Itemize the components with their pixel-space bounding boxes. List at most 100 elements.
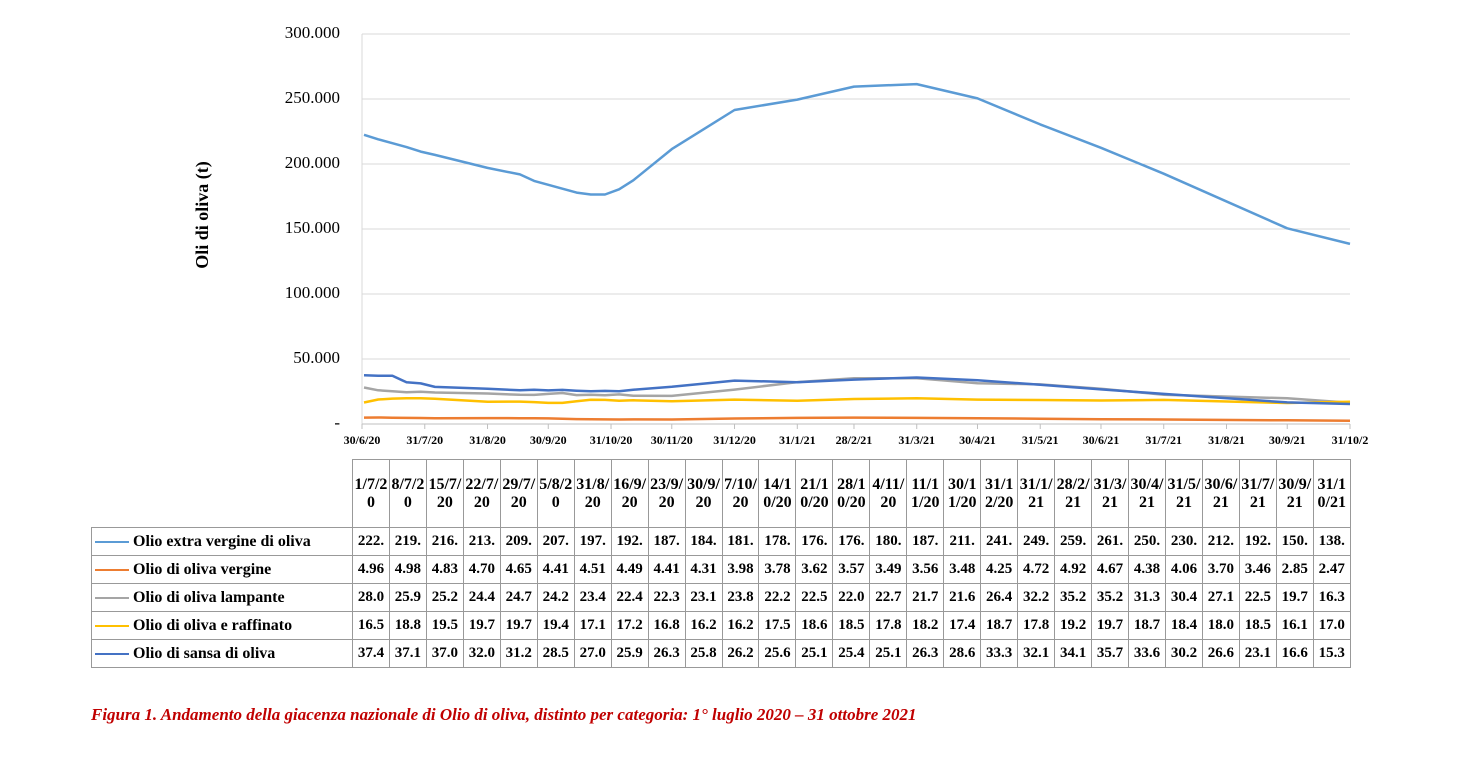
column-header: 31/7/21: [1238, 459, 1277, 528]
table-value: 192.: [610, 527, 649, 556]
series-line: [363, 374, 1351, 406]
table-value: 16.1: [1275, 611, 1314, 640]
table-value: 17.1: [573, 611, 612, 640]
x-tick-label: 30/9/21: [1269, 433, 1306, 447]
table-value: 37.4: [352, 639, 390, 668]
column-header: 30/9/20: [684, 459, 723, 528]
series-line: [363, 82, 1351, 246]
table-value: 18.6: [795, 611, 834, 640]
table-value: 4.41: [536, 555, 575, 584]
table-value: 4.67: [1091, 555, 1130, 584]
chart: Oli di oliva (t) - 50.000 100.000 150.000 20…: [192, 23, 1369, 447]
table-value: 4.92: [1054, 555, 1093, 584]
table-value: 21.6: [943, 583, 982, 612]
table-value: 17.8: [1017, 611, 1056, 640]
table-value: 4.83: [425, 555, 464, 584]
x-tick-label: 31/3/21: [898, 433, 935, 447]
table-value: 22.4: [610, 583, 649, 612]
table-value: 22.3: [647, 583, 686, 612]
legend-label: Olio di sansa di oliva: [133, 644, 276, 662]
table-value: 28.5: [536, 639, 575, 668]
column-header: 23/9/20: [647, 459, 686, 528]
column-header: 30/11/20: [943, 459, 982, 528]
y-axis-title: Oli di oliva (t): [192, 161, 213, 269]
table-value: 27.0: [573, 639, 612, 668]
table-value: 241.: [980, 527, 1019, 556]
series-line: [363, 397, 1351, 405]
table-value: 24.7: [499, 583, 538, 612]
table-value: 23.1: [1238, 639, 1277, 668]
table-value: 28.0: [352, 583, 390, 612]
table-value: 17.8: [869, 611, 908, 640]
y-tick-label: 200.000: [285, 153, 340, 172]
table-value: 28.6: [943, 639, 982, 668]
table-value: 18.4: [1164, 611, 1203, 640]
table-value: 16.8: [647, 611, 686, 640]
table-value: 4.49: [610, 555, 649, 584]
y-tick-label: 300.000: [285, 23, 340, 42]
table-value: 2.85: [1275, 555, 1314, 584]
table-value: 3.56: [906, 555, 945, 584]
table-value: 25.1: [795, 639, 834, 668]
table-value: 19.4: [536, 611, 575, 640]
caption: Figura 1. Andamento della giacenza nazio…: [91, 705, 917, 724]
table-value: 32.1: [1017, 639, 1056, 668]
table-value: 22.7: [869, 583, 908, 612]
x-tick-label: 31/10/2: [1332, 433, 1369, 447]
table-value: 30.2: [1164, 639, 1203, 668]
table-value: 187.: [647, 527, 686, 556]
table-value: 4.51: [573, 555, 612, 584]
column-header: 30/9/21: [1275, 459, 1314, 528]
table-value: 3.48: [943, 555, 982, 584]
x-tick-label: 30/11/20: [651, 433, 693, 447]
table-value: 230.: [1164, 527, 1203, 556]
table-value: 34.1: [1054, 639, 1093, 668]
table-value: 18.5: [1238, 611, 1277, 640]
table-value: 176.: [832, 527, 871, 556]
x-tick-label: 31/12/20: [713, 433, 756, 447]
table-value: 25.6: [758, 639, 797, 668]
column-header: 31/1/21: [1017, 459, 1056, 528]
table-value: 187.: [906, 527, 945, 556]
table-value: 4.25: [980, 555, 1019, 584]
table-value: 26.3: [906, 639, 945, 668]
table-value: 16.2: [721, 611, 760, 640]
data-table: 1/7/20 8/7/20 15/7/20 22/7/20 29/7/20 5/8/20 3…: [91, 459, 1351, 668]
table-value: 22.2: [758, 583, 797, 612]
table-value: 219.: [388, 527, 427, 556]
table-value: 3.46: [1238, 555, 1277, 584]
table-value: 33.3: [980, 639, 1019, 668]
table-value: 192.: [1238, 527, 1277, 556]
column-header: 29/7/20: [499, 459, 538, 528]
table-value: 19.5: [425, 611, 464, 640]
table-value: 22.5: [1238, 583, 1277, 612]
table-value: 212.: [1201, 527, 1240, 556]
x-tick-label: 31/1/21: [779, 433, 816, 447]
table-value: 21.7: [906, 583, 945, 612]
x-tick-label: 31/5/21: [1022, 433, 1059, 447]
table-value: 35.7: [1091, 639, 1130, 668]
table-value: 24.4: [462, 583, 501, 612]
column-header: 28/2/21: [1054, 459, 1093, 528]
table-value: 197.: [573, 527, 612, 556]
table-value: 25.9: [610, 639, 649, 668]
table-value: 249.: [1017, 527, 1056, 556]
table-value: 16.5: [352, 611, 390, 640]
legend-cell: Olio di oliva e raffinato: [91, 611, 353, 640]
table-value: 17.5: [758, 611, 797, 640]
table-value: 250.: [1128, 527, 1166, 556]
table-value: 180.: [869, 527, 908, 556]
legend-swatch: [95, 540, 129, 543]
table-value: 37.0: [425, 639, 464, 668]
table-value: 4.41: [647, 555, 686, 584]
legend-swatch: [95, 624, 129, 627]
column-header: 28/10/20: [832, 459, 871, 528]
table-value: 209.: [499, 527, 538, 556]
table-value: 17.4: [943, 611, 982, 640]
table-value: 19.7: [1091, 611, 1130, 640]
table-value: 4.06: [1164, 555, 1203, 584]
legend-cell: Olio extra vergine di oliva: [91, 527, 353, 556]
table-value: 37.1: [388, 639, 427, 668]
table-value: 16.2: [684, 611, 723, 640]
table-value: 4.98: [388, 555, 427, 584]
